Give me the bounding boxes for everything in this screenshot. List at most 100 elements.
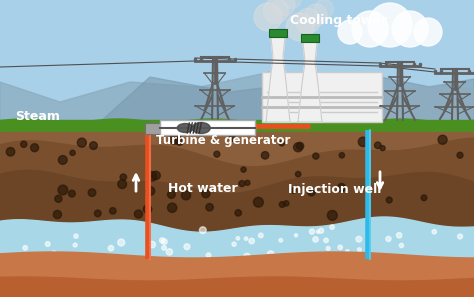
Bar bbox=[301, 34, 319, 42]
Circle shape bbox=[206, 253, 211, 257]
Polygon shape bbox=[0, 217, 474, 297]
Circle shape bbox=[346, 250, 349, 253]
Circle shape bbox=[162, 239, 167, 244]
Circle shape bbox=[338, 245, 342, 249]
Circle shape bbox=[313, 237, 319, 242]
Circle shape bbox=[239, 181, 245, 187]
Circle shape bbox=[184, 244, 190, 250]
Circle shape bbox=[159, 238, 165, 243]
Circle shape bbox=[73, 243, 77, 247]
Circle shape bbox=[120, 174, 127, 181]
Circle shape bbox=[244, 253, 250, 260]
Circle shape bbox=[308, 188, 315, 196]
Bar bbox=[0, 0, 474, 122]
Circle shape bbox=[267, 251, 274, 257]
Circle shape bbox=[326, 247, 330, 250]
Circle shape bbox=[167, 203, 177, 212]
Circle shape bbox=[286, 13, 314, 41]
Circle shape bbox=[20, 141, 27, 147]
Circle shape bbox=[152, 171, 160, 180]
Text: Cooling tower: Cooling tower bbox=[290, 14, 387, 27]
Circle shape bbox=[296, 142, 304, 150]
Circle shape bbox=[6, 148, 15, 156]
Polygon shape bbox=[0, 170, 474, 297]
Text: Hot water: Hot water bbox=[168, 182, 237, 195]
Circle shape bbox=[438, 135, 447, 144]
Ellipse shape bbox=[177, 124, 193, 132]
Polygon shape bbox=[300, 82, 474, 122]
Polygon shape bbox=[0, 252, 474, 297]
Circle shape bbox=[310, 229, 315, 234]
Circle shape bbox=[46, 242, 50, 246]
Circle shape bbox=[414, 18, 442, 46]
Circle shape bbox=[374, 142, 381, 148]
Circle shape bbox=[457, 152, 463, 158]
Circle shape bbox=[88, 189, 96, 197]
Circle shape bbox=[295, 9, 320, 34]
Circle shape bbox=[182, 191, 191, 200]
Circle shape bbox=[70, 150, 75, 156]
Bar bbox=[262, 72, 382, 122]
Bar bbox=[269, 29, 287, 37]
Circle shape bbox=[118, 180, 127, 189]
Circle shape bbox=[283, 0, 301, 9]
Circle shape bbox=[166, 249, 173, 255]
Text: Steam: Steam bbox=[15, 110, 60, 124]
Circle shape bbox=[149, 241, 155, 248]
Circle shape bbox=[386, 197, 392, 203]
Polygon shape bbox=[298, 42, 322, 122]
Circle shape bbox=[283, 201, 289, 206]
Circle shape bbox=[245, 180, 250, 185]
Circle shape bbox=[74, 234, 78, 238]
Circle shape bbox=[68, 190, 75, 197]
Circle shape bbox=[200, 227, 206, 233]
Circle shape bbox=[162, 246, 166, 250]
Circle shape bbox=[399, 243, 403, 248]
Circle shape bbox=[396, 233, 402, 238]
Circle shape bbox=[357, 248, 361, 252]
Circle shape bbox=[143, 205, 152, 214]
Circle shape bbox=[261, 151, 269, 159]
Text: Injection well: Injection well bbox=[288, 182, 382, 195]
Circle shape bbox=[58, 185, 68, 195]
Circle shape bbox=[294, 234, 298, 237]
Circle shape bbox=[457, 234, 463, 239]
Circle shape bbox=[358, 137, 368, 147]
Circle shape bbox=[273, 0, 295, 16]
Circle shape bbox=[206, 203, 213, 211]
Circle shape bbox=[339, 153, 345, 158]
Circle shape bbox=[352, 11, 388, 47]
Ellipse shape bbox=[192, 122, 210, 133]
Circle shape bbox=[295, 171, 301, 177]
Circle shape bbox=[241, 167, 246, 172]
Circle shape bbox=[328, 211, 337, 220]
Polygon shape bbox=[0, 277, 474, 297]
Circle shape bbox=[421, 195, 427, 201]
Bar bbox=[160, 120, 255, 135]
Circle shape bbox=[279, 202, 285, 207]
Polygon shape bbox=[266, 37, 290, 122]
Bar bbox=[145, 123, 161, 134]
Circle shape bbox=[279, 140, 284, 146]
Circle shape bbox=[254, 3, 282, 31]
Circle shape bbox=[23, 246, 27, 250]
Polygon shape bbox=[0, 132, 474, 297]
Circle shape bbox=[232, 242, 236, 246]
Circle shape bbox=[291, 188, 296, 193]
Circle shape bbox=[146, 187, 155, 195]
Circle shape bbox=[147, 172, 157, 181]
Circle shape bbox=[170, 134, 180, 144]
Circle shape bbox=[338, 20, 362, 44]
Polygon shape bbox=[100, 77, 474, 122]
Circle shape bbox=[386, 236, 391, 241]
Circle shape bbox=[330, 225, 334, 229]
Circle shape bbox=[305, 4, 327, 26]
Circle shape bbox=[316, 230, 320, 233]
Circle shape bbox=[31, 144, 38, 152]
Circle shape bbox=[58, 156, 67, 164]
Circle shape bbox=[55, 195, 62, 202]
Circle shape bbox=[175, 137, 184, 145]
Circle shape bbox=[244, 237, 248, 240]
Circle shape bbox=[236, 236, 239, 240]
Circle shape bbox=[324, 238, 328, 243]
